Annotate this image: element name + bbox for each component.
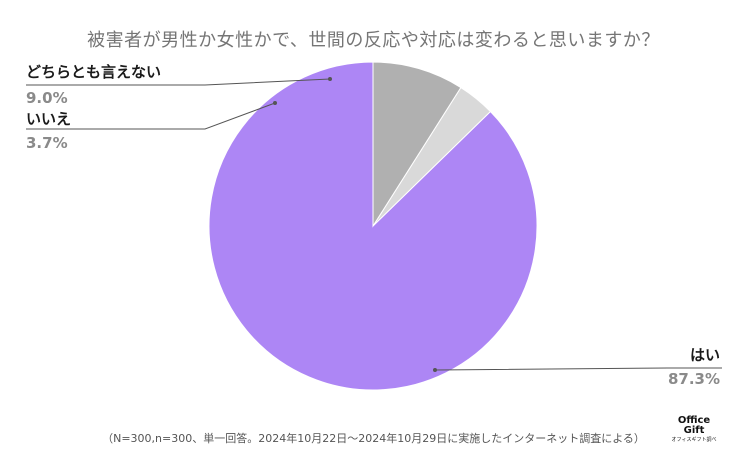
slice-value-1: 87.3%: [668, 370, 720, 388]
slice-value-3: 9.0%: [26, 89, 68, 107]
footnote: （N=300,n=300、単一回答。2024年10月22日～2024年10月29…: [102, 432, 645, 445]
leader-dot-2: [273, 101, 277, 105]
logo-line-2: Gift: [683, 425, 705, 436]
slice-label-1: はい: [690, 346, 720, 364]
leader-dot-1: [433, 368, 437, 372]
leader-line-2: [26, 102, 276, 130]
slice-value-2: 3.7%: [26, 134, 68, 152]
leader-line-1: [434, 367, 722, 371]
slice-label-3: どちらとも言えない: [26, 63, 161, 81]
office-gift-logo: Office Gift オフィスギフト調べ: [664, 416, 724, 443]
logo-line-3: オフィスギフト調べ: [671, 437, 717, 443]
slice-label-2: いいえ: [26, 110, 71, 128]
leader-dot-3: [328, 77, 332, 81]
logo-line-1: Office: [677, 415, 711, 426]
leader-line-3: [26, 78, 331, 86]
pie-slice-3: [372, 61, 462, 228]
chart-title: 被害者が男性か女性かで、世間の反応や対応は変わると思いますか？: [87, 30, 660, 51]
